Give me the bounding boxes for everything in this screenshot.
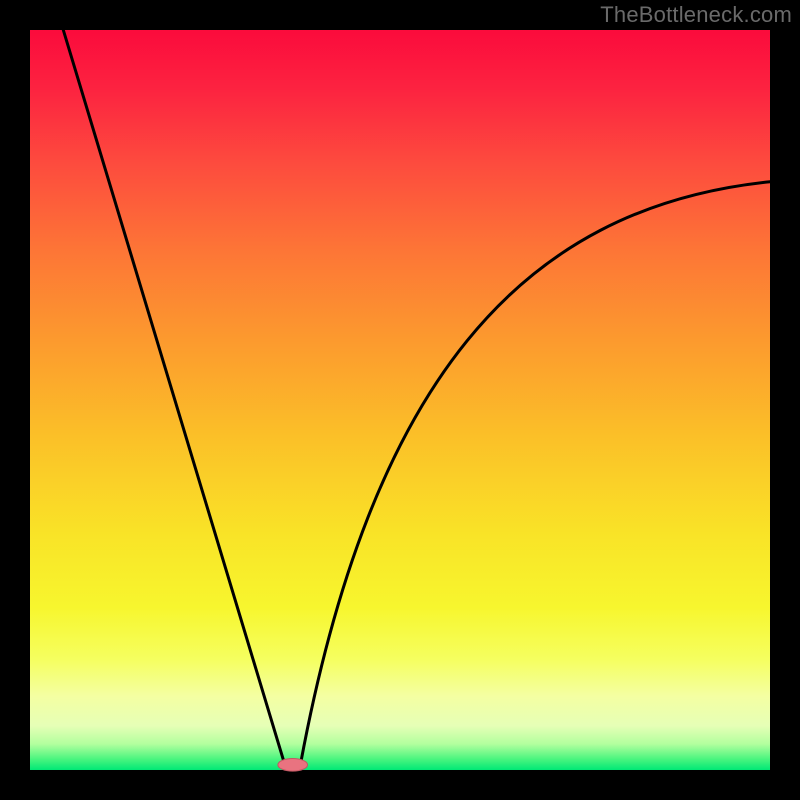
plot-background [30,30,770,770]
minimum-marker [278,759,308,772]
watermark-label: TheBottleneck.com [600,2,792,28]
chart-container: TheBottleneck.com [0,0,800,800]
bottleneck-curve-plot [0,0,800,800]
